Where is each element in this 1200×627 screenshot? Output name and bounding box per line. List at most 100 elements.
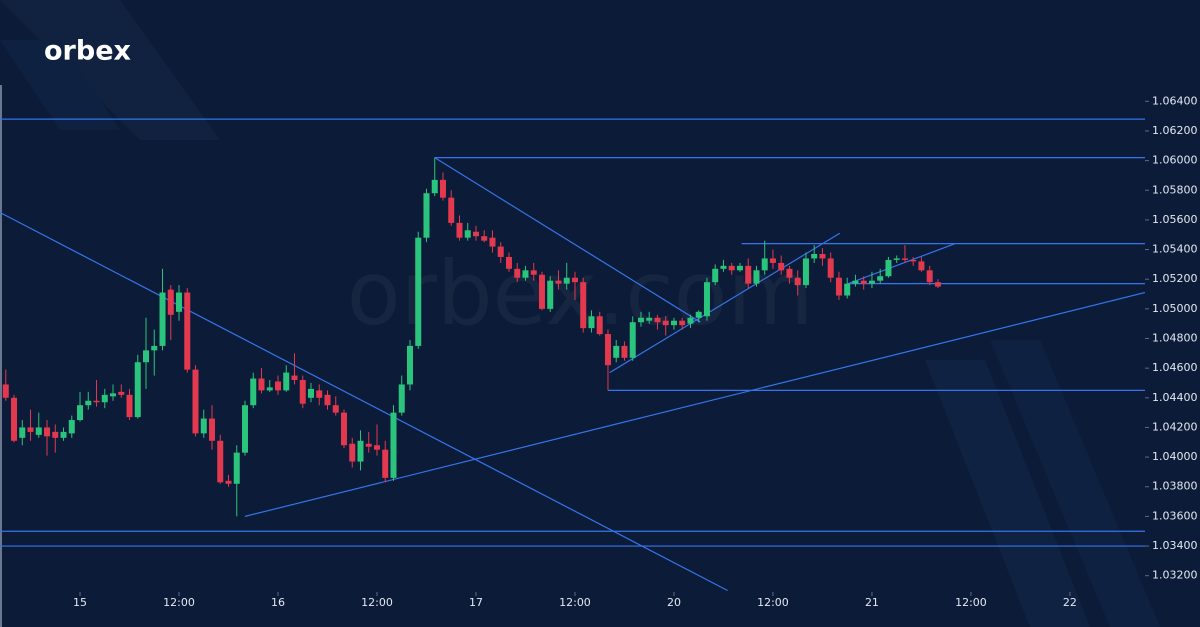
candle-body	[275, 381, 282, 391]
candle-body	[489, 237, 496, 247]
candle-body	[176, 292, 183, 312]
decor-shape	[0, 0, 220, 140]
candle-body	[2, 384, 9, 398]
candle-body	[679, 320, 686, 326]
candle-body	[225, 480, 232, 484]
candle-body	[555, 280, 562, 284]
watermark: orbex.com	[347, 242, 813, 345]
candle-body	[291, 375, 298, 381]
candle-body	[712, 268, 719, 283]
candle-body	[242, 405, 249, 453]
y-tick-label: 1.03800	[1152, 480, 1198, 493]
candle-body	[769, 258, 776, 263]
candle-body	[439, 179, 446, 198]
candle-body	[588, 316, 595, 329]
candle-body	[27, 427, 34, 432]
candle-body	[778, 262, 785, 271]
candle-body	[85, 400, 92, 406]
candle-body	[258, 378, 265, 391]
y-tick-label: 1.06400	[1152, 94, 1198, 107]
candle-body	[687, 317, 694, 324]
candle-body	[802, 258, 809, 286]
candle-body	[299, 380, 306, 404]
candle-body	[390, 412, 397, 478]
candle-body	[728, 265, 735, 271]
candle-body	[415, 237, 422, 346]
candle-body	[233, 452, 240, 484]
candle-body	[629, 322, 636, 358]
candle-body	[604, 334, 611, 366]
y-tick-label: 1.03200	[1152, 569, 1198, 582]
candle-body	[398, 384, 405, 413]
candle-body	[217, 440, 224, 483]
y-tick-label: 1.04200	[1152, 420, 1198, 433]
candle-body	[654, 317, 661, 323]
y-tick-label: 1.04400	[1152, 391, 1198, 404]
trend-line	[847, 243, 956, 285]
candle-body	[646, 317, 653, 321]
candle-body	[266, 387, 273, 391]
trend-line	[244, 291, 1145, 517]
candle-body	[530, 270, 537, 275]
candle-body	[852, 280, 859, 284]
candle-body	[695, 311, 702, 318]
axes: 1.06400 1.06200 1.06000 1.05800 1.05600 1.054…	[73, 94, 1197, 609]
candle-body	[307, 388, 314, 398]
candle-body	[703, 282, 710, 317]
candle-body	[349, 443, 356, 462]
candle-body	[365, 443, 372, 447]
candle-body	[93, 400, 100, 403]
candle-body	[406, 345, 413, 385]
candle-body	[901, 258, 908, 260]
candle-body	[283, 372, 290, 391]
candle-body	[786, 268, 793, 278]
trend-line	[434, 157, 701, 323]
candle-body	[926, 270, 933, 283]
y-tick-label: 1.05600	[1152, 213, 1198, 226]
candle-body	[753, 270, 760, 284]
decor-shape	[925, 360, 1090, 627]
candle-body	[522, 270, 529, 278]
x-tick-label: 12:00	[559, 596, 591, 609]
candle-body	[143, 350, 150, 363]
y-tick-label: 1.03400	[1152, 539, 1198, 552]
plot-area	[0, 118, 1145, 592]
candle-body	[373, 445, 380, 450]
y-tick-label: 1.05800	[1152, 183, 1198, 196]
trend-line	[0, 211, 728, 592]
candle-body	[44, 427, 51, 437]
candle-body	[868, 280, 875, 284]
candle-body	[324, 394, 331, 406]
candle-body	[11, 397, 18, 441]
x-tick-label: 22	[1063, 596, 1077, 609]
candle-body	[934, 282, 941, 287]
x-tick-label: 12:00	[361, 596, 393, 609]
candle-body	[761, 258, 768, 271]
candle-body	[893, 258, 900, 260]
candle-body	[844, 283, 851, 296]
candle-body	[110, 393, 117, 397]
candle-body	[431, 179, 438, 194]
y-tick-label: 1.06000	[1152, 154, 1198, 167]
y-tick-label: 1.04800	[1152, 332, 1198, 345]
candle-body	[118, 391, 125, 395]
candle-body	[637, 317, 644, 323]
decor-shape	[990, 340, 1160, 627]
brand-logo: orbex	[44, 36, 131, 67]
candle-body	[68, 420, 75, 434]
candle-body	[662, 320, 669, 326]
x-tick-label: 12:00	[955, 596, 987, 609]
x-tick-label: 15	[73, 596, 87, 609]
y-tick-label: 1.06200	[1152, 124, 1198, 137]
candle-body	[819, 254, 826, 259]
candle-body	[472, 231, 479, 237]
candle-body	[547, 280, 554, 309]
candle-body	[580, 282, 587, 329]
candle-body	[101, 394, 108, 403]
x-tick-label: 16	[271, 596, 285, 609]
candle-body	[918, 261, 925, 271]
y-tick-label: 1.03600	[1152, 509, 1198, 522]
candle-body	[538, 274, 545, 309]
candle-body	[456, 222, 463, 238]
